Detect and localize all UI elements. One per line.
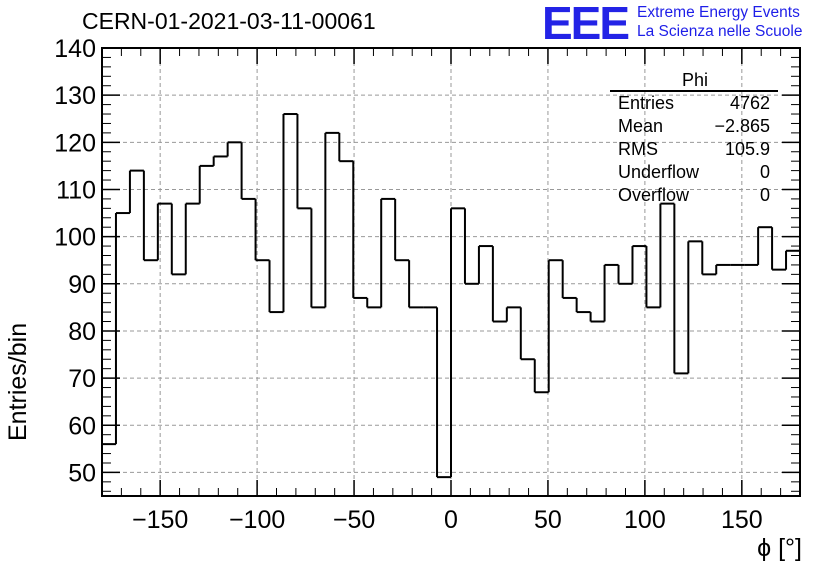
organization-line-2: La Scienza nelle Scuole bbox=[637, 23, 803, 40]
eee-logo: EEE bbox=[542, 0, 630, 49]
x-tick-label: 0 bbox=[444, 506, 458, 534]
stats-value: 0 bbox=[759, 185, 770, 205]
y-tick-label: 80 bbox=[68, 318, 96, 346]
x-tick-label: −150 bbox=[132, 506, 188, 534]
y-tick-label: 140 bbox=[54, 35, 96, 63]
stats-label: Mean bbox=[618, 116, 664, 136]
y-tick-label: 90 bbox=[68, 271, 96, 299]
stats-row-underflow: Underflow 0 bbox=[610, 161, 778, 184]
stats-value: 0 bbox=[759, 162, 770, 182]
stats-row-overflow: Overflow 0 bbox=[610, 184, 778, 207]
stats-value: 4762 bbox=[729, 93, 770, 113]
chart-title: CERN-01-2021-03-11-00061 bbox=[82, 8, 376, 34]
x-tick-label: 50 bbox=[534, 506, 562, 534]
x-tick-label: 100 bbox=[624, 506, 666, 534]
stats-value: 105.9 bbox=[724, 139, 770, 159]
stats-label: Underflow bbox=[618, 162, 700, 182]
tick-labels: 50 60 70 80 90 100 110 120 130 140 −150 −100 −50 0 50 1… bbox=[54, 35, 762, 534]
x-tick-label: −50 bbox=[333, 506, 375, 534]
stats-row-mean: Mean −2.865 bbox=[610, 115, 778, 138]
stats-label: RMS bbox=[618, 139, 658, 159]
x-tick-label: −100 bbox=[229, 506, 285, 534]
y-axis-label: Entries/bin bbox=[4, 322, 32, 441]
y-tick-label: 70 bbox=[68, 365, 96, 393]
stats-label: Entries bbox=[618, 93, 675, 113]
y-tick-label: 100 bbox=[54, 224, 96, 252]
organization-line-1: Extreme Energy Events bbox=[637, 4, 800, 21]
stats-box: Phi Entries 4762 Mean −2.865 RMS 105.9 U… bbox=[610, 70, 778, 207]
y-tick-label: 60 bbox=[68, 412, 96, 440]
y-tick-label: 50 bbox=[68, 459, 96, 487]
axis-ticks bbox=[102, 47, 800, 496]
y-tick-label: 110 bbox=[56, 176, 96, 204]
stats-label: Overflow bbox=[618, 185, 690, 205]
histogram-bars bbox=[102, 113, 800, 479]
y-tick-label: 120 bbox=[54, 129, 96, 157]
stats-value: −2.865 bbox=[714, 116, 770, 136]
stats-row-entries: Entries 4762 bbox=[610, 92, 778, 115]
x-tick-label: 150 bbox=[721, 506, 763, 534]
stats-row-rms: RMS 105.9 bbox=[610, 138, 778, 161]
y-tick-label: 130 bbox=[54, 82, 96, 110]
x-axis-label: ϕ [°] bbox=[757, 534, 802, 562]
stats-title: Phi bbox=[610, 70, 778, 92]
organization-name: Extreme Energy Events La Scienza nelle S… bbox=[637, 3, 802, 41]
plot-frame bbox=[101, 47, 801, 497]
